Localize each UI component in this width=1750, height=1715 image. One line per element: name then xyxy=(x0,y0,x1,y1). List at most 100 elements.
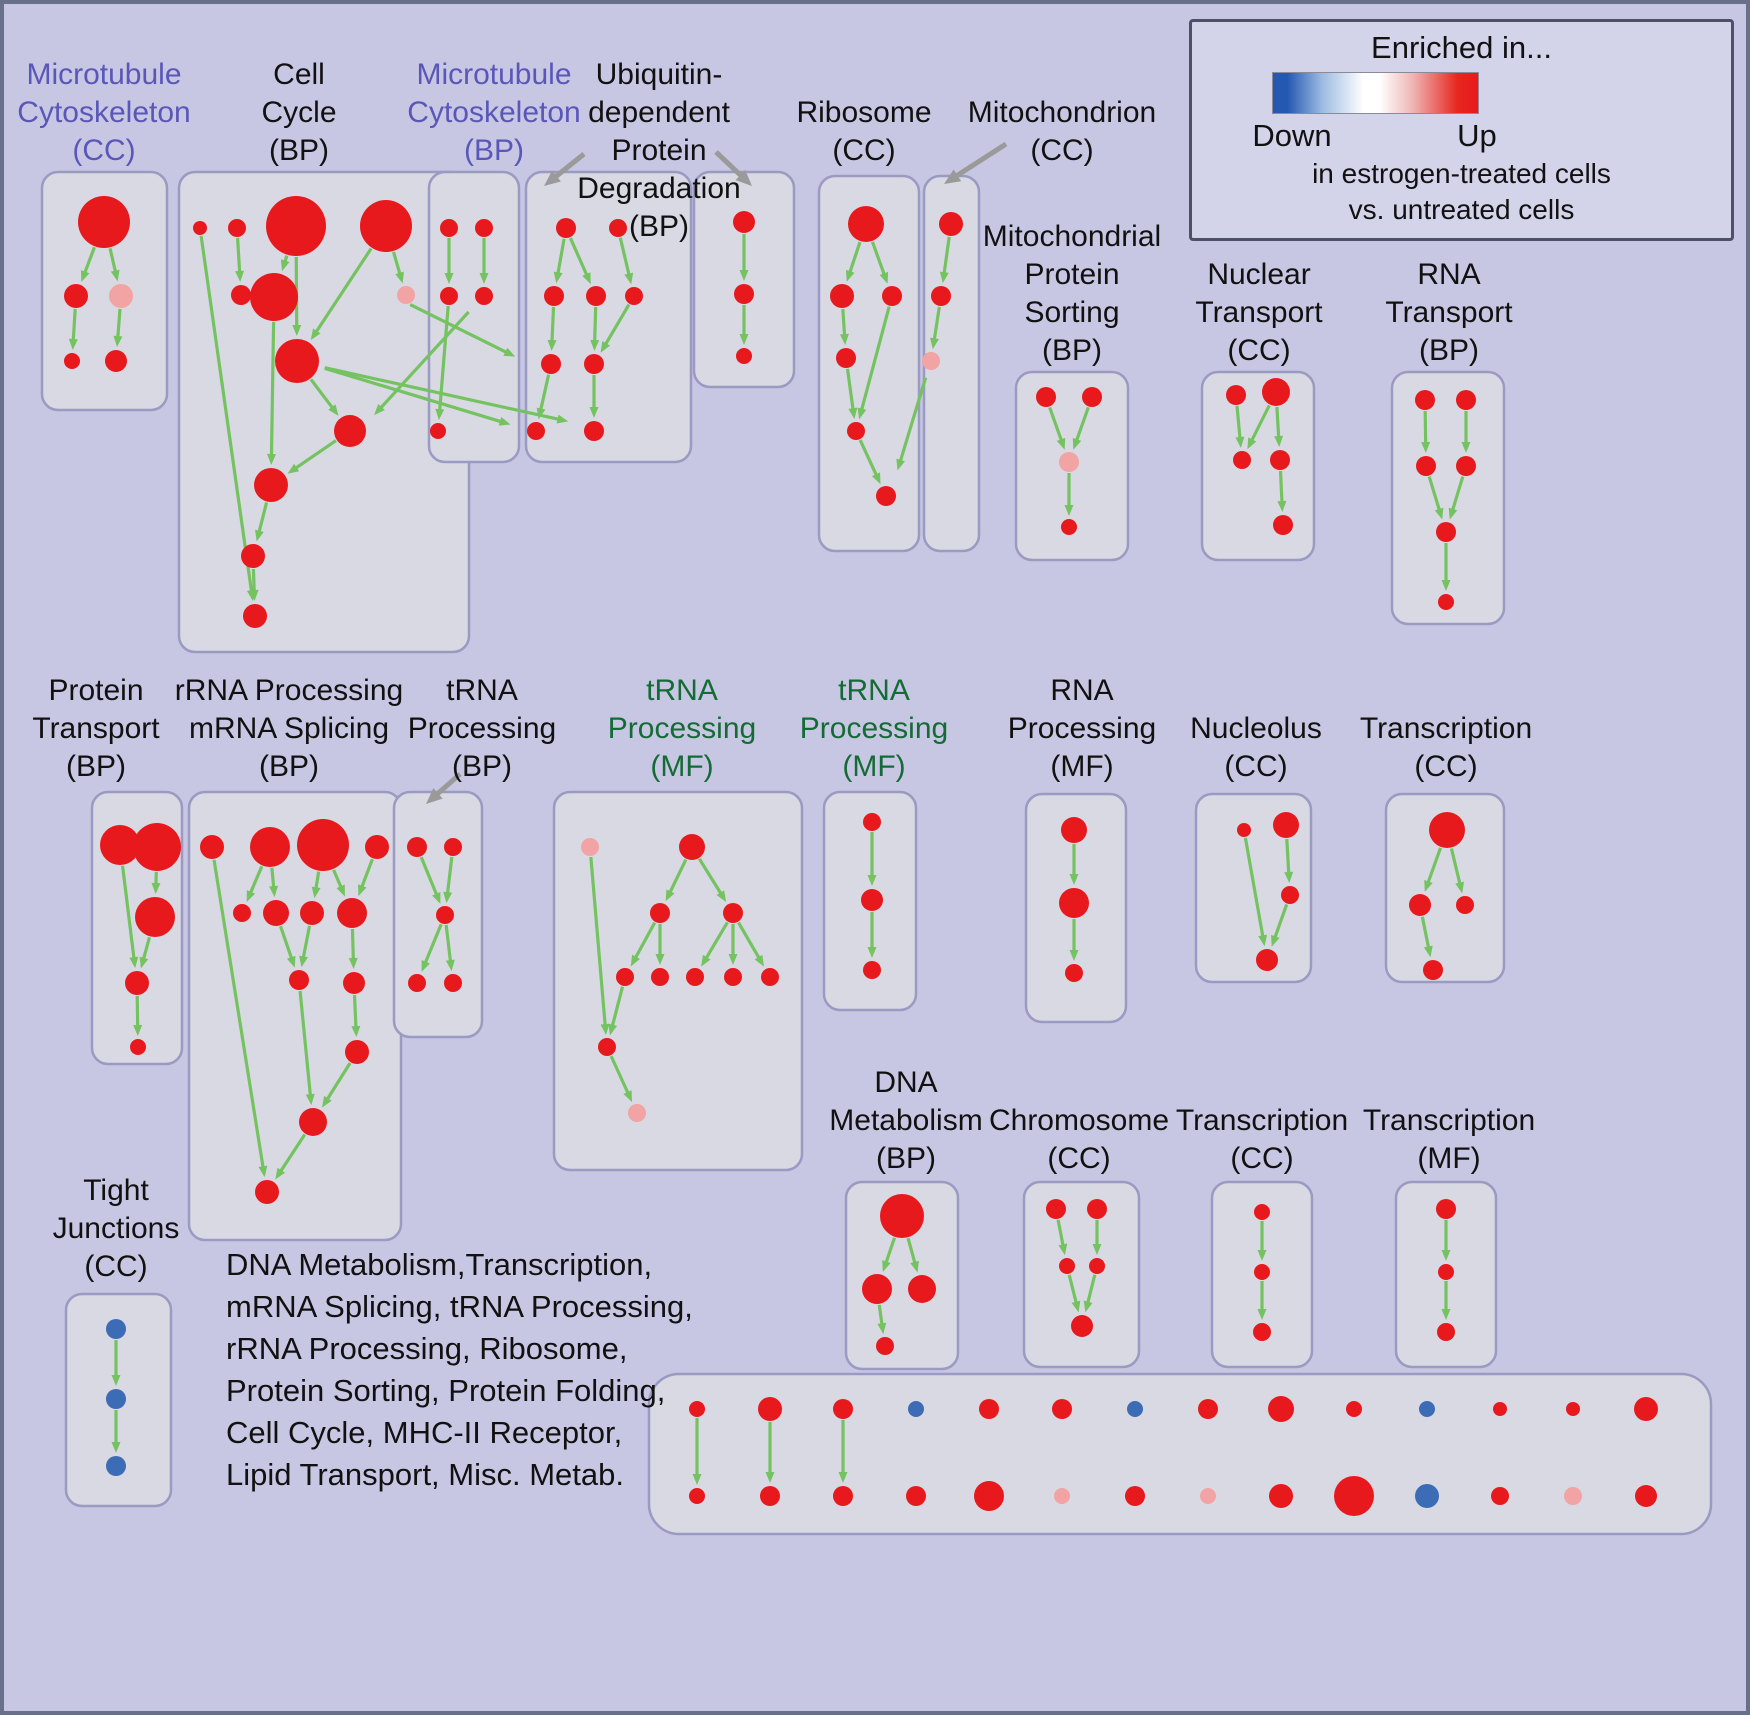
graph-edge-head xyxy=(930,337,939,350)
graph-node-red xyxy=(1273,812,1299,838)
graph-edge-head xyxy=(739,270,749,281)
graph-node-red xyxy=(64,353,80,369)
graph-edge-head xyxy=(269,885,279,898)
graph-edge-head xyxy=(582,272,591,285)
graph-node-blue xyxy=(1127,1401,1143,1417)
graph-edge-head xyxy=(910,1260,919,1273)
graph-edge-head xyxy=(848,407,858,420)
graph-edge xyxy=(212,859,265,1169)
graph-node-red xyxy=(130,1039,146,1055)
annotation-arrow xyxy=(954,141,1008,179)
graph-node-red xyxy=(125,971,149,995)
graph-edge-head xyxy=(445,959,455,972)
graph-node-red xyxy=(440,219,458,237)
annotation-arrows-layer xyxy=(426,141,1008,804)
graph-edge xyxy=(294,439,337,470)
graph-node-red xyxy=(200,835,224,859)
graph-node-red xyxy=(908,1275,936,1303)
graph-edge xyxy=(633,921,657,960)
graph-node-red xyxy=(1493,1402,1507,1416)
graph-node-red xyxy=(733,211,755,233)
graph-node-red xyxy=(847,422,865,440)
graph-node-red xyxy=(100,825,140,865)
cross-edge xyxy=(378,310,470,410)
graph-node-red xyxy=(255,1180,279,1204)
group-box-nuclear-transport-cc xyxy=(1200,370,1316,562)
graph-node-red xyxy=(444,974,462,992)
graph-node-red xyxy=(444,838,462,856)
graph-edge-head xyxy=(1071,1300,1081,1313)
graph-edge xyxy=(609,1055,630,1095)
graph-node-red xyxy=(1065,964,1083,982)
graph-edge-head xyxy=(1069,874,1079,885)
graph-edge-head xyxy=(623,1090,633,1103)
graph-edge xyxy=(556,238,566,275)
graph-edge-head xyxy=(305,1093,315,1106)
graph-edge-head xyxy=(879,271,889,284)
graph-node-red xyxy=(689,1401,705,1417)
graph-edge xyxy=(301,925,312,959)
legend-caption-line2: vs. untreated cells xyxy=(1348,194,1575,225)
graph-edge xyxy=(445,856,454,895)
graph-node-red xyxy=(1635,1485,1657,1507)
graph-node-red xyxy=(408,974,426,992)
graph-node-red xyxy=(686,968,704,986)
graph-edge-head xyxy=(287,463,300,474)
graph-edge-head xyxy=(600,341,611,353)
graph-edge-head xyxy=(1258,934,1268,947)
graph-edge-head xyxy=(292,324,302,337)
graph-edge-head xyxy=(1421,441,1431,454)
cross-edge xyxy=(324,366,503,424)
graph-node-red xyxy=(289,970,309,990)
graph-edge xyxy=(120,865,136,960)
graph-edge-head xyxy=(754,954,764,967)
graph-node-red xyxy=(1059,888,1089,918)
group-box-trna-processing-mf-large xyxy=(552,790,804,1172)
graph-edge-head xyxy=(328,404,339,416)
graph-edge-head xyxy=(266,453,276,466)
graph-edge-head xyxy=(1257,1309,1267,1320)
graph-node-red xyxy=(650,903,670,923)
graph-edge xyxy=(235,237,242,274)
graph-node-red xyxy=(430,423,446,439)
graph-edge xyxy=(199,235,254,593)
legend-gradient-bar xyxy=(1272,72,1479,114)
graph-edge xyxy=(1285,838,1291,875)
graph-node-red xyxy=(584,354,604,374)
graph-node-red xyxy=(241,544,265,568)
graph-edge-head xyxy=(867,947,877,958)
graph-edge-head xyxy=(692,1474,702,1485)
graph-edge-head xyxy=(1455,881,1465,894)
graph-node-red xyxy=(836,348,856,368)
group-box-cell-cycle-bp xyxy=(177,170,471,654)
graph-edge-head xyxy=(624,272,634,285)
graph-edge xyxy=(325,1062,352,1101)
misc-text-line: rRNA Processing, Ribosome, xyxy=(226,1331,628,1366)
graph-edge-head xyxy=(1461,442,1471,453)
graph-node-red xyxy=(275,339,319,383)
annotation-arrow-head xyxy=(544,170,561,186)
graph-edge-head xyxy=(1056,437,1066,450)
graph-edge xyxy=(610,986,625,1028)
graph-edge xyxy=(251,568,256,593)
graph-edge xyxy=(668,858,688,894)
graph-node-red xyxy=(1082,387,1102,407)
graph-edge-head xyxy=(1235,436,1245,449)
graph-node-red xyxy=(1436,522,1456,542)
graph-node-red xyxy=(300,901,324,925)
graph-node-red xyxy=(541,354,561,374)
graph-node-red xyxy=(1438,594,1454,610)
graph-node-red xyxy=(1416,456,1436,476)
graph-node-red xyxy=(544,286,564,306)
graph-node-red xyxy=(1269,1484,1293,1508)
graph-node-red xyxy=(228,219,246,237)
graph-node-red xyxy=(1270,450,1290,470)
graph-edge-head xyxy=(111,1375,121,1386)
graph-edge-head xyxy=(80,270,90,282)
graph-edge xyxy=(603,303,631,346)
graph-edge-head xyxy=(1092,1244,1102,1255)
graph-edge xyxy=(1235,405,1242,440)
graph-edge xyxy=(1273,903,1289,939)
group-box-rrna-processing-mrna-splicing-bp xyxy=(187,790,403,1242)
graph-node-pink xyxy=(1200,1488,1216,1504)
